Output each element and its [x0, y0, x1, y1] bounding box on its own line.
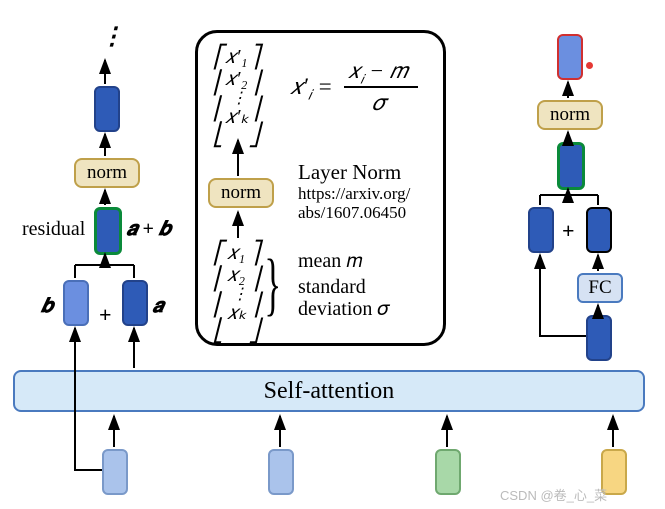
red-dot: [586, 62, 593, 69]
layer-norm-title: Layer Norm: [298, 160, 401, 185]
brace: }: [264, 250, 281, 320]
vec-in-bracket-r: ⎤⎥⎥⎦: [249, 240, 260, 344]
right-skip-block: [528, 207, 554, 253]
vec-out-1: 𝑥′₁: [225, 46, 247, 69]
fc-box: FC: [577, 273, 623, 303]
formula-den: 𝜎: [372, 90, 385, 116]
label-residual: residual: [22, 218, 85, 241]
right-fc-out: [586, 207, 612, 253]
watermark: CSDN @卷_心_菜: [500, 485, 607, 504]
formula-num: 𝑥𝑖 − 𝑚: [348, 58, 407, 87]
right-input-block: [586, 315, 612, 361]
left-plus: +: [99, 302, 112, 328]
left-a-block: [122, 280, 148, 326]
vec-out-bracket-r: ⎤⎥⎥⎦: [249, 44, 260, 148]
left-residual-block: [94, 207, 122, 255]
vec-out-bracket-l: ⎡⎢⎢⎣: [213, 44, 224, 148]
vec-in-1: 𝑥₁: [227, 242, 245, 265]
right-norm: norm: [537, 100, 603, 130]
vec-out-k: 𝑥′ₖ: [225, 104, 249, 129]
std-label-2: deviation 𝜎: [298, 298, 390, 321]
label-a: 𝒂: [152, 295, 163, 318]
left-vdots-top: ⋮: [100, 22, 124, 51]
vec-in-k: 𝑥ₖ: [227, 300, 247, 325]
std-label-1: standard: [298, 276, 366, 299]
label-ab: 𝒂 + 𝒃: [126, 218, 171, 241]
right-plus: +: [562, 218, 575, 244]
right-out-block: [557, 34, 583, 80]
input-block-2: [268, 449, 294, 495]
diagram-root: Self-attention 𝒃 𝒂 + residual 𝒂 + 𝒃 norm…: [0, 0, 665, 509]
right-sum-block: [557, 142, 585, 190]
input-block-3: [435, 449, 461, 495]
center-norm: norm: [208, 178, 274, 208]
vec-in-bracket-l: ⎡⎢⎢⎣: [213, 240, 224, 344]
mean-label: mean 𝑚: [298, 250, 363, 273]
left-out-block: [94, 86, 120, 132]
self-attention-box: Self-attention: [13, 370, 645, 412]
left-norm: norm: [74, 158, 140, 188]
formula-lhs: 𝑥′𝑖 =: [290, 74, 333, 105]
url-2: abs/1607.06450: [298, 203, 406, 223]
left-b-block: [63, 280, 89, 326]
input-block-1: [102, 449, 128, 495]
url-1: https://arxiv.org/: [298, 184, 410, 204]
label-b: 𝒃: [41, 295, 53, 318]
frac-bar: [344, 86, 418, 88]
